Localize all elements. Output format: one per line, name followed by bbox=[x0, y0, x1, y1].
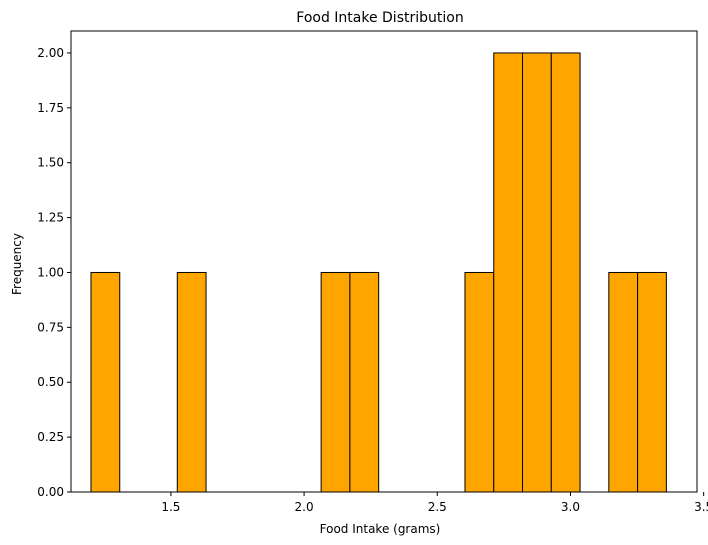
x-ticks-group: 1.5 2.0 2.5 3.0 3.5 bbox=[161, 492, 708, 514]
x-tick-label: 3.0 bbox=[561, 500, 580, 514]
y-tick-label: 1.00 bbox=[37, 265, 64, 279]
histogram-bar bbox=[464, 271, 495, 493]
y-axis-title: Frequency bbox=[10, 233, 24, 295]
y-tick-label: 0.25 bbox=[37, 430, 64, 444]
histogram-bar bbox=[608, 271, 639, 493]
y-tick-label: 2.00 bbox=[37, 46, 64, 60]
x-tick-label: 2.5 bbox=[428, 500, 447, 514]
chart-title: Food Intake Distribution bbox=[296, 10, 463, 26]
histogram-bar bbox=[349, 271, 380, 493]
plot-frame bbox=[70, 30, 698, 493]
x-tick-label: 3.5 bbox=[694, 500, 708, 514]
bars-group bbox=[90, 52, 667, 493]
histogram-bar bbox=[90, 271, 121, 493]
y-tick-label: 1.25 bbox=[37, 211, 64, 225]
histogram-bar bbox=[493, 52, 524, 493]
x-tick-label: 2.0 bbox=[295, 500, 314, 514]
y-tick-label: 1.50 bbox=[37, 156, 64, 170]
histogram-bar bbox=[176, 271, 207, 493]
histogram-bar bbox=[637, 271, 667, 493]
y-tick-label: 1.75 bbox=[37, 101, 64, 115]
y-ticks-group: 0.00 0.25 0.50 0.75 1.00 1.25 1.50 1.75 2.00 bbox=[37, 46, 71, 499]
histogram-bar bbox=[320, 271, 351, 493]
histogram-bar bbox=[550, 52, 581, 493]
x-tick-label: 1.5 bbox=[161, 500, 180, 514]
histogram-bar bbox=[522, 52, 552, 493]
x-axis-title: Food Intake (grams) bbox=[320, 522, 441, 536]
y-tick-label: 0.00 bbox=[37, 485, 64, 499]
y-tick-label: 0.75 bbox=[37, 320, 64, 334]
y-tick-label: 0.50 bbox=[37, 375, 64, 389]
